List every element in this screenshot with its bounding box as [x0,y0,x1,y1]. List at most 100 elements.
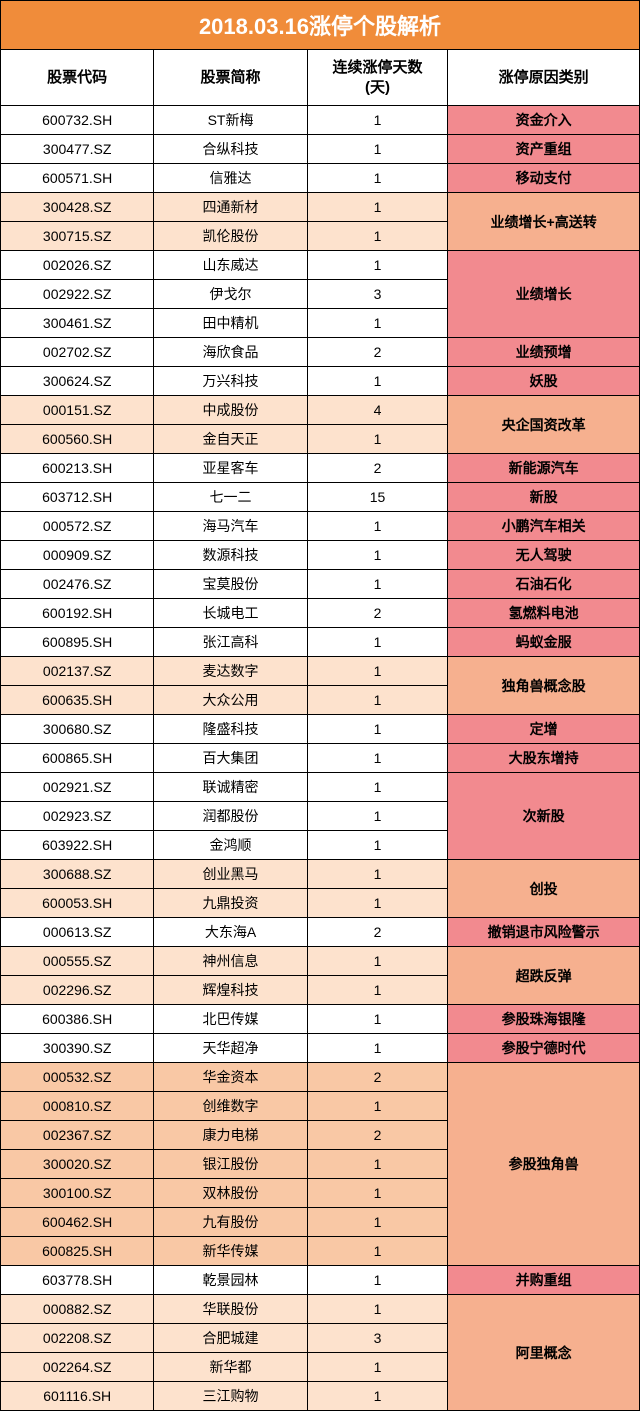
cell-code: 300688.SZ [1,860,154,889]
table-row: 000532.SZ华金资本2参股独角兽 [1,1063,640,1092]
header-code: 股票代码 [1,50,154,106]
table-row: 002476.SZ宝莫股份1石油石化 [1,570,640,599]
stock-table: 股票代码 股票简称 连续涨停天数(天) 涨停原因类别 600732.SHST新梅… [0,49,640,1411]
cell-code: 600732.SH [1,106,154,135]
table-body: 600732.SHST新梅1资金介入300477.SZ合纵科技1资产重组6005… [1,106,640,1411]
cell-days: 1 [307,860,448,889]
cell-days: 1 [307,1295,448,1324]
cell-reason: 参股珠海银隆 [448,1005,640,1034]
cell-days: 1 [307,1005,448,1034]
cell-days: 2 [307,454,448,483]
table-row: 000572.SZ海马汽车1小鹏汽车相关 [1,512,640,541]
cell-days: 2 [307,1121,448,1150]
header-name: 股票简称 [154,50,307,106]
cell-name: 大东海A [154,918,307,947]
cell-reason: 氢燃料电池 [448,599,640,628]
cell-name: 百大集团 [154,744,307,773]
cell-name: 三江购物 [154,1382,307,1411]
table-row: 000882.SZ华联股份1阿里概念 [1,1295,640,1324]
cell-code: 002264.SZ [1,1353,154,1382]
cell-reason: 大股东增持 [448,744,640,773]
cell-days: 2 [307,918,448,947]
cell-code: 300477.SZ [1,135,154,164]
cell-days: 2 [307,599,448,628]
cell-days: 1 [307,309,448,338]
cell-reason: 业绩增长 [448,251,640,338]
cell-name: 合纵科技 [154,135,307,164]
cell-code: 600635.SH [1,686,154,715]
cell-code: 002702.SZ [1,338,154,367]
table-row: 600865.SH百大集团1大股东增持 [1,744,640,773]
cell-code: 300020.SZ [1,1150,154,1179]
cell-name: 张江高科 [154,628,307,657]
table-row: 002702.SZ海欣食品2业绩预增 [1,338,640,367]
cell-code: 300390.SZ [1,1034,154,1063]
cell-name: 宝莫股份 [154,570,307,599]
cell-days: 1 [307,802,448,831]
cell-code: 002923.SZ [1,802,154,831]
cell-name: 新华传媒 [154,1237,307,1266]
cell-code: 600462.SH [1,1208,154,1237]
cell-name: 合肥城建 [154,1324,307,1353]
cell-name: 麦达数字 [154,657,307,686]
cell-days: 1 [307,744,448,773]
cell-name: 华联股份 [154,1295,307,1324]
cell-code: 000555.SZ [1,947,154,976]
cell-name: 康力电梯 [154,1121,307,1150]
cell-days: 1 [307,773,448,802]
table-row: 000555.SZ神州信息1超跌反弹 [1,947,640,976]
cell-name: 四通新材 [154,193,307,222]
cell-days: 1 [307,1353,448,1382]
cell-name: 双林股份 [154,1179,307,1208]
cell-days: 1 [307,135,448,164]
cell-name: 银江股份 [154,1150,307,1179]
cell-days: 1 [307,628,448,657]
cell-days: 1 [307,1179,448,1208]
page-title: 2018.03.16涨停个股解析 [0,0,640,49]
cell-days: 1 [307,1092,448,1121]
cell-code: 300715.SZ [1,222,154,251]
cell-reason: 参股独角兽 [448,1063,640,1266]
cell-name: 山东威达 [154,251,307,280]
cell-days: 1 [307,715,448,744]
table-row: 000909.SZ数源科技1无人驾驶 [1,541,640,570]
cell-days: 1 [307,831,448,860]
cell-days: 15 [307,483,448,512]
cell-name: 九有股份 [154,1208,307,1237]
table-row: 000151.SZ中成股份4央企国资改革 [1,396,640,425]
cell-days: 4 [307,396,448,425]
cell-days: 1 [307,1237,448,1266]
cell-code: 300461.SZ [1,309,154,338]
table-container: 2018.03.16涨停个股解析 股票代码 股票简称 连续涨停天数(天) 涨停原… [0,0,640,1411]
table-row: 300688.SZ创业黑马1创投 [1,860,640,889]
cell-name: 创维数字 [154,1092,307,1121]
cell-reason: 资产重组 [448,135,640,164]
cell-code: 300428.SZ [1,193,154,222]
cell-code: 000810.SZ [1,1092,154,1121]
cell-name: 新华都 [154,1353,307,1382]
cell-name: 大众公用 [154,686,307,715]
cell-days: 1 [307,367,448,396]
cell-name: 乾景园林 [154,1266,307,1295]
cell-code: 002026.SZ [1,251,154,280]
table-row: 600571.SH信雅达1移动支付 [1,164,640,193]
cell-name: 万兴科技 [154,367,307,396]
cell-reason: 独角兽概念股 [448,657,640,715]
cell-reason: 阿里概念 [448,1295,640,1411]
cell-reason: 妖股 [448,367,640,396]
cell-name: 神州信息 [154,947,307,976]
cell-reason: 参股宁德时代 [448,1034,640,1063]
cell-reason: 石油石化 [448,570,640,599]
cell-name: 信雅达 [154,164,307,193]
cell-reason: 蚂蚁金服 [448,628,640,657]
cell-code: 600192.SH [1,599,154,628]
cell-code: 600865.SH [1,744,154,773]
cell-name: 天华超净 [154,1034,307,1063]
cell-name: 七一二 [154,483,307,512]
cell-days: 1 [307,164,448,193]
cell-name: 辉煌科技 [154,976,307,1005]
cell-code: 000532.SZ [1,1063,154,1092]
cell-days: 1 [307,947,448,976]
cell-reason: 超跌反弹 [448,947,640,1005]
header-reason: 涨停原因类别 [448,50,640,106]
